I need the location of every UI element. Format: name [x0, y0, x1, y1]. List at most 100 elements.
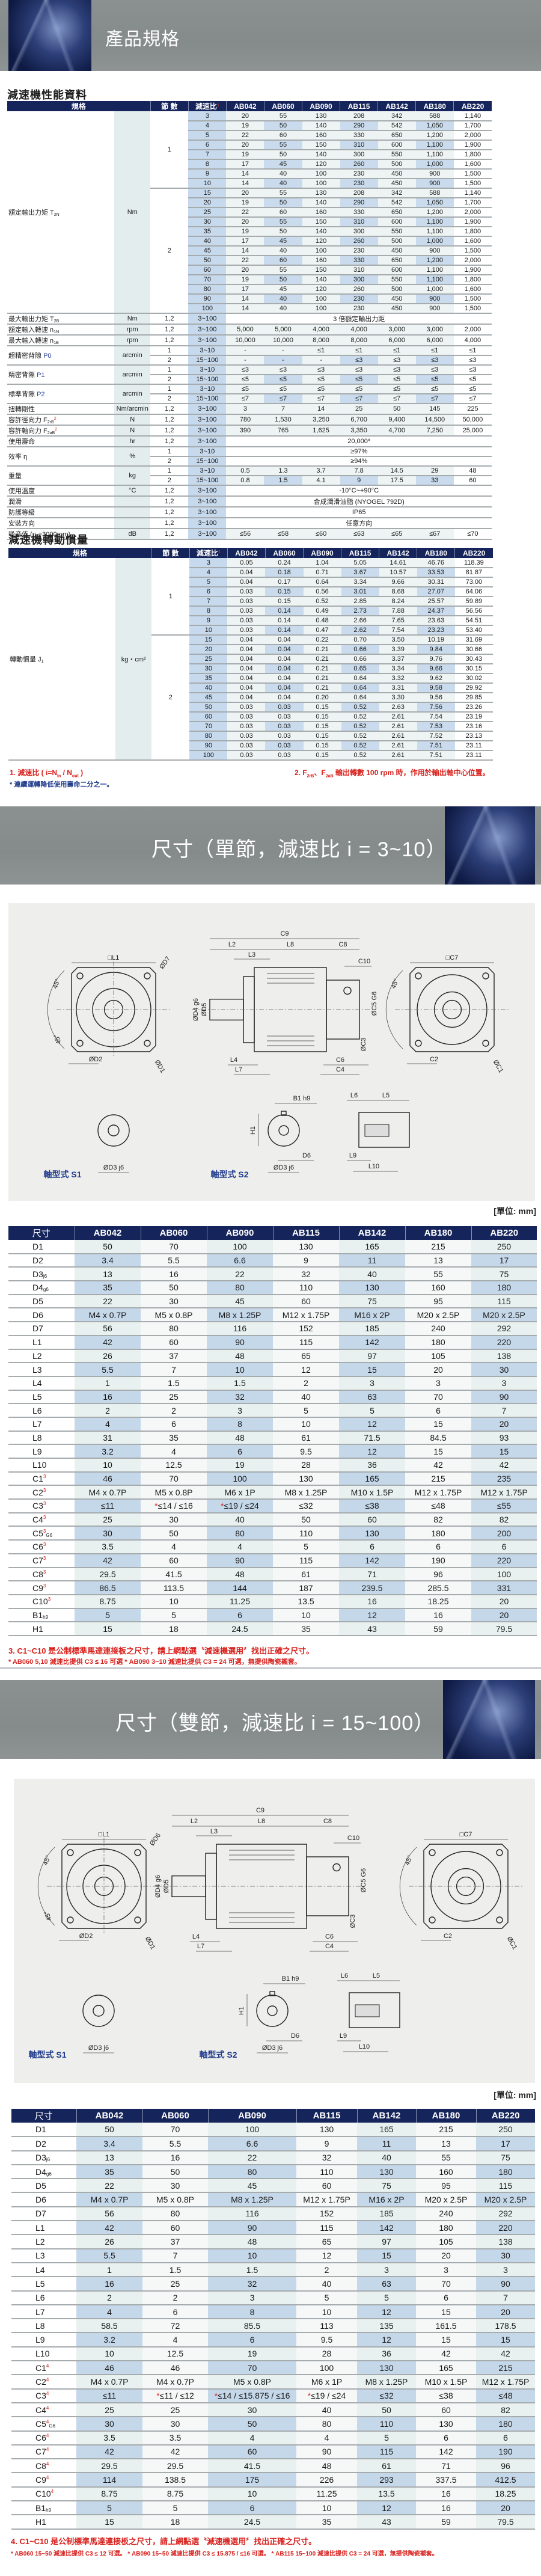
- value-cell: 30: [141, 1512, 207, 1527]
- value-cell: 7.51: [417, 741, 455, 751]
- dimension-label: L5: [8, 1390, 75, 1405]
- value-cell: 3: [207, 1403, 273, 1418]
- value-cell: 160: [302, 130, 340, 141]
- value-cell: 208: [340, 111, 378, 121]
- label-L7: L7: [197, 1943, 204, 1950]
- stage-cell: 1: [150, 466, 189, 476]
- value-cell: 65: [296, 2234, 357, 2249]
- value-cell: 9.66: [417, 664, 455, 674]
- dimension-name: D4: [35, 2167, 46, 2177]
- footnote-marker: 3: [43, 1487, 46, 1493]
- table-row: 2 15~100- - - ≤3 ≤3 ≤3 ≤3: [7, 355, 492, 366]
- note-text: 、F: [314, 768, 326, 777]
- label-text: 精密背隙: [8, 372, 37, 379]
- value-cell: 12: [357, 2332, 416, 2348]
- ratio-cell: 15: [188, 188, 227, 198]
- ratio-cell: 3~100: [188, 518, 227, 529]
- value-cell: 0.03: [265, 722, 304, 732]
- value-cell: ≤5: [453, 384, 492, 394]
- value-cell: 4: [141, 1540, 207, 1554]
- label-subscript: 2B: [53, 319, 60, 324]
- ratio-cell: 3: [189, 558, 228, 568]
- value-cell: 165: [339, 1240, 405, 1254]
- table-row: 6 0.03 0.15 0.56 3.01 8.68 27.07 64.06: [8, 587, 493, 597]
- label-L9: L9: [349, 1152, 356, 1159]
- table-row: 30 0.04 0.04 0.21 0.65 3.34 9.66 30.15: [8, 664, 493, 674]
- value-cell: 22: [208, 2150, 296, 2165]
- dimension-name: L3: [35, 2251, 45, 2261]
- value-cell: 40: [296, 2402, 357, 2418]
- dimension-name: C5: [32, 1528, 43, 1538]
- value-cell: 152: [273, 1322, 339, 1336]
- value-cell: 14: [226, 304, 264, 314]
- value-cell: 7.56: [417, 702, 455, 713]
- label-C4: C4: [336, 1066, 344, 1073]
- value-cell: 4,000: [453, 335, 492, 346]
- value-cell: 40: [357, 2150, 416, 2165]
- footnote-marker: 4: [46, 2391, 49, 2397]
- value-cell: 16: [339, 1594, 405, 1609]
- value-cell: 542: [377, 198, 416, 208]
- value-cell: 3: [471, 1376, 537, 1391]
- double-stage-drawing: □L1 ØD6 45° 45° ØD2 ØD1 C9 L2 L8 C8 L3 C10 ØD4 g6 ØD5…: [14, 1779, 535, 2083]
- bolt-hole: [482, 972, 489, 980]
- table-row: 2 15~100 ≤5 ≤5 ≤5 ≤5 ≤5 ≤5 ≤5: [7, 375, 492, 385]
- value-cell: 60: [141, 1335, 207, 1350]
- value-cell: 105: [405, 1349, 471, 1364]
- value-cell: 1.5: [142, 2262, 208, 2278]
- value-cell: 342: [377, 188, 416, 198]
- value-cell: 12.5: [142, 2346, 208, 2362]
- table-row: 5 0.04 0.17 0.64 3.34 9.66 30.31 73.00: [8, 577, 493, 587]
- value-cell: 16: [76, 2277, 142, 2292]
- value-cell: 8.75: [142, 2486, 208, 2502]
- value-cell: 150: [302, 265, 340, 275]
- value-cell: 15: [339, 1363, 405, 1377]
- value-cell: 3: [476, 2262, 535, 2278]
- label-code: P2: [37, 391, 45, 398]
- unit-cell: N: [114, 414, 151, 426]
- value-cell: 120: [302, 284, 340, 295]
- value-cell: 500: [377, 159, 416, 170]
- ratio-cell: 100: [188, 304, 227, 314]
- unit-cell: °C: [114, 485, 151, 497]
- spanned-value: ≥94%: [226, 456, 492, 467]
- value-cell: 35: [141, 1431, 207, 1446]
- header-model: AB220: [453, 101, 492, 111]
- value-cell: ≤7: [226, 394, 264, 404]
- footnote-marker: 4: [46, 2461, 49, 2467]
- value-cell: 82: [471, 1512, 537, 1527]
- value-cell: 25,000: [453, 425, 492, 437]
- label-L10: L10: [359, 2043, 370, 2050]
- stage-cell: 1: [150, 384, 189, 394]
- value-cell: 14.61: [379, 558, 417, 568]
- value-cell: 16: [405, 1608, 471, 1623]
- performance-title: 減速機性能資料: [7, 89, 87, 101]
- value-cell: 12: [296, 2248, 357, 2263]
- value-cell: 220: [471, 1335, 537, 1350]
- option-asterisk: *: [221, 1501, 224, 1511]
- ratio-cell: 35: [188, 227, 227, 237]
- label-text: 標準背隙: [8, 391, 37, 398]
- stage-cell: 1: [150, 111, 189, 189]
- row-label: 噪音值 (n1=3000rpm): [7, 529, 115, 540]
- table-row: 35 0.04 0.04 0.21 0.64 3.32 9.62 30.02: [8, 673, 493, 684]
- dimension-name: C1: [32, 1474, 43, 1484]
- value-cell: 37: [141, 1349, 207, 1364]
- value-cell: 42: [416, 2346, 476, 2362]
- dimension-label: D7: [8, 1322, 75, 1336]
- ratio-cell: 40: [188, 236, 227, 247]
- value-cell: 138: [476, 2234, 535, 2249]
- value-cell: 0.04: [265, 673, 304, 684]
- value-cell: 42: [476, 2346, 535, 2362]
- value-cell: 6: [405, 1540, 471, 1554]
- value-cell: 0.49: [303, 606, 341, 616]
- value-cell: 130: [416, 2417, 476, 2432]
- value-cell: 260: [340, 284, 378, 295]
- dimension-name: D3: [35, 2153, 46, 2163]
- value-cell: ≤1: [340, 346, 378, 356]
- value-cell: 5.5: [142, 2136, 208, 2151]
- dimension-name: C7: [35, 2447, 46, 2457]
- value-cell: 35: [76, 2164, 142, 2180]
- value-cell: 0.21: [303, 683, 341, 693]
- footnote-marker: 1: [218, 550, 221, 554]
